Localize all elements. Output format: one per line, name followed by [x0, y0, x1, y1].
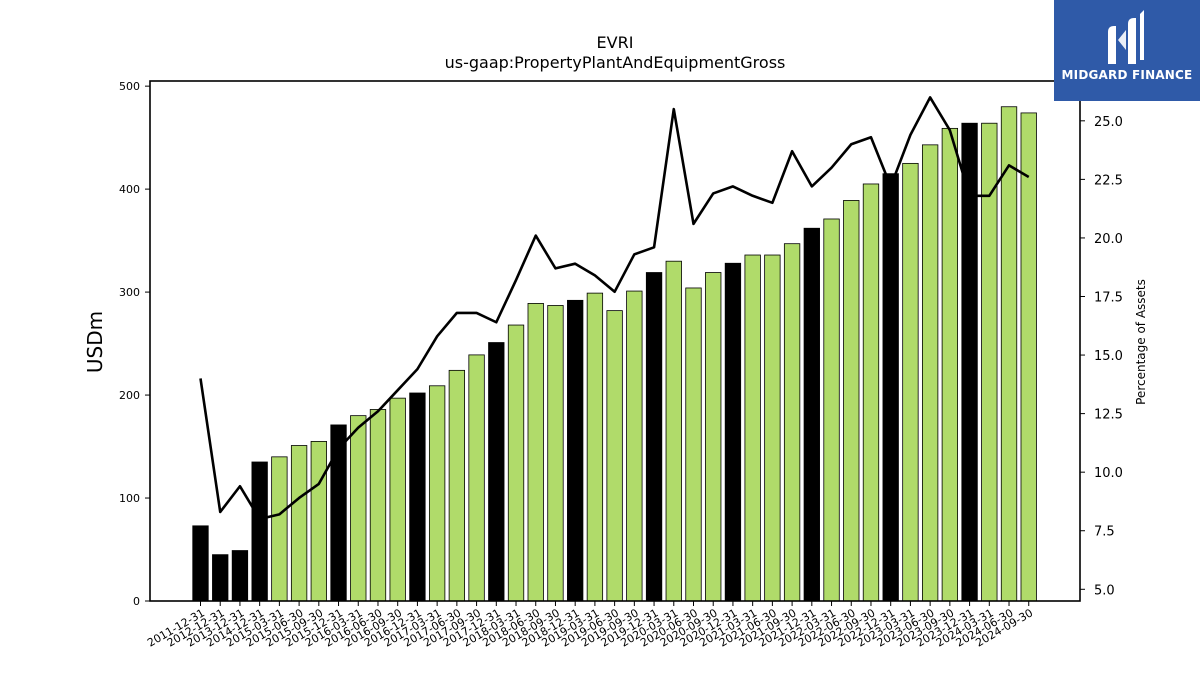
logo-text: MIDGARD FINANCE: [1061, 68, 1193, 82]
bar: [1020, 112, 1037, 602]
bar: [488, 342, 505, 602]
bar-series: [192, 106, 1037, 602]
bar: [744, 254, 761, 602]
bar: [803, 227, 820, 602]
bar: [606, 310, 623, 602]
y2-tick-label: 7.5: [1094, 525, 1115, 540]
y2-tick-label: 20.0: [1094, 232, 1123, 247]
bar: [685, 287, 702, 602]
bar: [882, 173, 899, 602]
y2-tick-label: 22.5: [1094, 173, 1123, 188]
axes: 0 100 200 300 400 500 5.0 7.5 10.0 12.5 15.0 17.5 20…: [119, 80, 1123, 649]
y2-tick-label: 25.0: [1094, 115, 1123, 130]
chart-title: EVRI: [597, 33, 634, 52]
y-tick-label: 300: [119, 286, 140, 299]
bar: [468, 354, 485, 602]
y-tick-label: 100: [119, 492, 140, 505]
bar: [783, 243, 801, 602]
bar: [192, 525, 209, 602]
y-tick-label: 500: [119, 80, 140, 93]
bar: [1000, 106, 1018, 602]
bar: [705, 272, 722, 602]
bar: [626, 290, 643, 602]
y-tick-label: 0: [133, 595, 140, 608]
bar: [862, 183, 880, 602]
bar: [902, 162, 919, 602]
bar: [428, 385, 446, 602]
bar: [369, 409, 387, 602]
chart-subtitle: us-gaap:PropertyPlantAndEquipmentGross: [445, 53, 786, 72]
midgard-logo-icon: [1108, 10, 1144, 64]
y2-tick-label: 15.0: [1094, 349, 1123, 364]
bar: [665, 260, 682, 602]
bar: [290, 445, 308, 602]
bar: [389, 397, 406, 602]
bar: [310, 440, 327, 602]
y2-tick-label: 12.5: [1094, 408, 1123, 423]
bar: [547, 305, 564, 602]
bar: [941, 127, 959, 602]
y2-tick-label: 5.0: [1094, 583, 1115, 598]
percentage-line: [199, 96, 1030, 521]
y2-tick-label: 10.0: [1094, 466, 1123, 481]
y2-tick-label: 17.5: [1094, 290, 1123, 305]
bar: [409, 392, 426, 602]
bar: [567, 299, 584, 602]
bar: [823, 218, 840, 602]
bar: [921, 144, 939, 602]
bar: [212, 554, 229, 602]
bar: [724, 262, 742, 602]
line-series: [199, 96, 1030, 521]
y2-axis-label: Percentage of Assets: [1134, 279, 1148, 405]
bar: [251, 461, 268, 602]
bar: [843, 200, 860, 602]
bar: [645, 272, 663, 602]
y-tick-label: 400: [119, 183, 140, 196]
y-axis-label: USDm: [83, 311, 107, 373]
bar: [448, 369, 466, 602]
bar: [586, 292, 604, 602]
y-tick-label: 200: [119, 389, 140, 402]
bar: [764, 254, 781, 602]
bar: [231, 550, 249, 602]
bar: [507, 324, 525, 602]
bar: [350, 415, 367, 602]
bar: [271, 456, 288, 602]
midgard-finance-logo: MIDGARD FINANCE: [1054, 0, 1200, 101]
bar: [527, 303, 544, 602]
